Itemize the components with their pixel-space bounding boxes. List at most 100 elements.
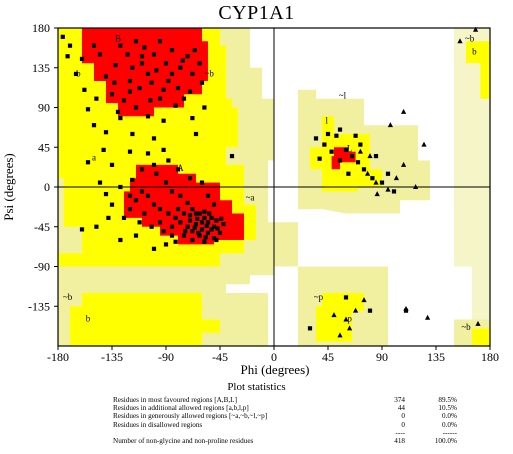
zero-axes [58, 28, 490, 346]
x-tick-label: -135 [101, 350, 123, 364]
residue-point [187, 89, 193, 94]
residue-point [346, 171, 351, 176]
residue-point [139, 54, 145, 59]
glycine-point [374, 191, 380, 197]
region-label: B [115, 33, 121, 43]
residue-point [97, 52, 103, 57]
residue-point [109, 162, 115, 168]
residue-point [202, 209, 207, 214]
x-tick-label: 90 [376, 350, 388, 364]
x-tick-label: -180 [47, 350, 69, 364]
residue-point [373, 153, 379, 159]
residue-point [343, 147, 349, 152]
residue-point [163, 242, 169, 247]
residue-point [157, 220, 163, 225]
residue-point [193, 222, 199, 227]
residue-point [85, 107, 91, 112]
residue-point [139, 189, 145, 194]
residue-point [196, 230, 201, 236]
residue-point [65, 54, 70, 59]
residue-point [173, 215, 178, 221]
glycine-point [413, 184, 419, 189]
residue-point [355, 160, 361, 165]
region-label: b [472, 47, 477, 57]
residue-point [151, 136, 157, 141]
residue-point [133, 105, 139, 110]
residue-point [178, 193, 183, 198]
stats-percent: 89.5% [438, 396, 457, 404]
stats-row: Residues in additional allowed regions [… [113, 404, 457, 412]
region-label: L [347, 144, 353, 154]
residue-point [145, 193, 151, 198]
residue-point [175, 167, 181, 172]
residue-point [127, 89, 133, 94]
residue-point [133, 198, 139, 203]
residue-point [202, 215, 207, 221]
residue-point [133, 39, 139, 44]
residue-point [178, 65, 183, 70]
region-label: ~a [246, 192, 255, 202]
residue-point [127, 78, 133, 84]
residue-point [130, 131, 135, 137]
residue-point [151, 162, 157, 168]
residue-point [94, 96, 99, 101]
residue-point [157, 206, 163, 212]
residue-point [82, 87, 87, 92]
x-tick-label: 45 [322, 350, 334, 364]
glycine-point [361, 297, 367, 303]
residue-point [142, 211, 147, 216]
residue-point [151, 202, 157, 207]
residue-point [185, 224, 190, 229]
stats-count: ---- [395, 428, 405, 437]
residue-point [353, 133, 358, 138]
residue-point [60, 34, 65, 39]
residue-point [109, 92, 115, 97]
residue-point [125, 52, 130, 57]
glycine-point [421, 141, 427, 147]
residue-point [145, 114, 151, 119]
residue-point [358, 142, 363, 147]
residue-point [205, 193, 211, 198]
residue-point [112, 80, 117, 85]
residue-point [205, 230, 211, 236]
y-tick-label: 135 [32, 61, 50, 75]
residue-point [133, 233, 139, 238]
residue-point [214, 237, 219, 243]
y-tick-label: 0 [44, 180, 50, 194]
allowed-region-b-right [466, 41, 490, 99]
residue-point [215, 226, 220, 231]
residue-point [106, 215, 111, 221]
residue-point [343, 295, 349, 300]
residue-point [367, 308, 373, 313]
residue-point [202, 239, 207, 244]
y-tick-label: -90 [34, 260, 50, 274]
stats-label: Residues in disallowed regions [113, 420, 203, 429]
residue-point [161, 147, 166, 152]
glycine-point [473, 26, 479, 32]
stats-label [113, 429, 377, 437]
residue-point [130, 65, 135, 70]
glycine-point [393, 175, 399, 181]
residue-point [127, 149, 133, 154]
stats-row: Number of non-glycine and non-proline re… [113, 437, 457, 445]
glycine-point [425, 314, 431, 320]
glycine-point [331, 312, 337, 318]
region-label: ~b [205, 69, 215, 79]
stats-table: Residues in most favoured regions [A,B,L… [113, 396, 457, 445]
x-tick-label: -45 [212, 350, 228, 364]
residue-point [118, 184, 123, 190]
residue-point [193, 211, 199, 216]
residue-point [178, 220, 183, 225]
residue-point [197, 211, 202, 216]
y-tick-label: 45 [38, 140, 50, 154]
residue-point [370, 176, 375, 181]
residue-point [190, 206, 195, 212]
residue-point [329, 149, 334, 154]
residue-point [169, 233, 175, 238]
chart-title: CYP1A1 [218, 2, 295, 24]
residue-point [190, 71, 195, 77]
residue-point [166, 158, 171, 163]
residue-point [115, 109, 121, 115]
x-tick-label: -90 [158, 350, 174, 364]
residue-point [149, 80, 154, 85]
